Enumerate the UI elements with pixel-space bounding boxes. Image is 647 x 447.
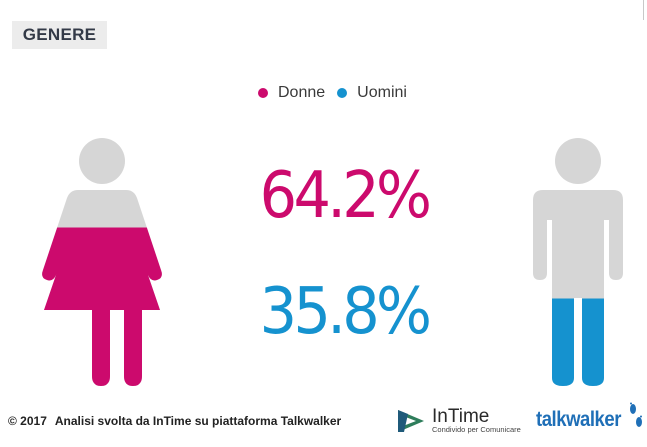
section-title: GENERE [12,21,107,49]
intime-logo: InTime Condivido per Comunicare [394,406,521,436]
footer-credit: © 2017 Analisi svolta da InTime su piatta… [8,414,341,428]
male-figure-base [533,138,623,386]
legend-label-donne: Donne [278,84,326,101]
intime-tagline: Condivido per Comunicare [432,425,521,435]
footprints-icon [629,402,642,427]
legend-item-donne: Donne [258,84,325,102]
male-figure-fill [552,298,604,386]
value-label-donne: 64.2% [259,159,432,233]
credit-text: Analisi svolta da InTime su piattaforma … [54,414,342,428]
talkwalker-logo: talkwalker [536,402,645,432]
legend-label-uomini: Uomini [357,84,407,101]
talkwalker-name: talkwalker [536,408,621,431]
female-figure-icon [42,138,162,386]
legend-dot-donne [258,88,268,98]
female-figure-fill [42,227,162,386]
copyright-text: © 2017 [8,414,47,428]
value-label-uomini: 35.8% [259,275,432,349]
chart-legend: Donne Uomini [258,82,419,104]
frame-edge [643,0,644,20]
male-figure-icon [533,138,623,386]
intime-name: InTime [432,406,490,428]
legend-item-uomini: Uomini [337,84,407,102]
intime-mark-icon [398,410,424,432]
legend-dot-uomini [337,88,348,98]
